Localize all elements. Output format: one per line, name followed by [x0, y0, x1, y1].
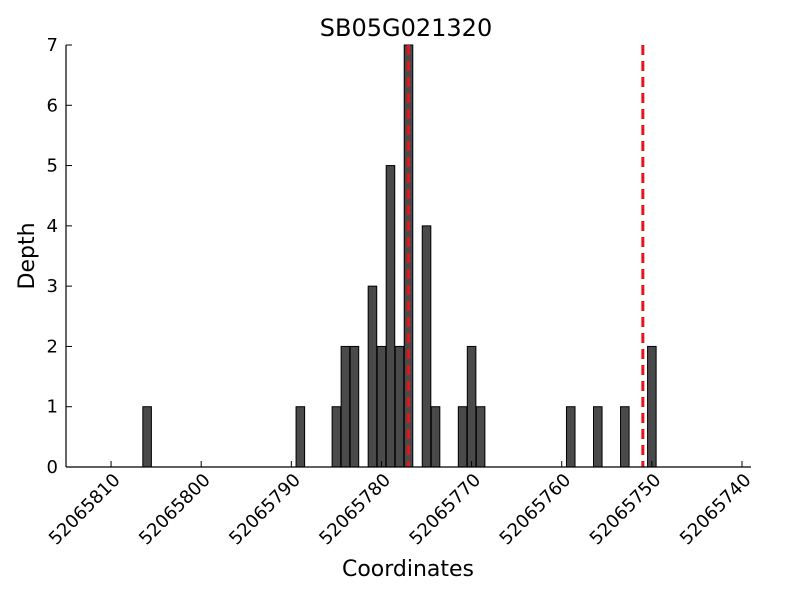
bar	[647, 345, 657, 468]
bar	[385, 165, 396, 468]
bar	[620, 406, 630, 468]
bar	[340, 345, 351, 468]
x-tick-label: 52065760	[496, 470, 576, 550]
x-axis-title: Coordinates	[342, 557, 474, 582]
x-tick-label: 52065780	[315, 470, 395, 550]
y-tick-label: 1	[47, 397, 58, 418]
bar	[565, 406, 576, 468]
y-tick-label: 3	[47, 276, 58, 297]
y-tick-label: 0	[47, 457, 58, 478]
bar	[394, 345, 405, 468]
bar	[421, 225, 432, 468]
bar	[475, 406, 486, 468]
bar	[593, 406, 603, 468]
y-tick-label: 4	[47, 216, 58, 237]
bar	[331, 406, 342, 468]
bar	[457, 406, 468, 468]
x-tick-label: 52065770	[405, 470, 485, 550]
x-tick-label: 52065800	[135, 470, 215, 550]
bar	[376, 345, 387, 468]
x-tick-label: 52065790	[225, 470, 305, 550]
bar	[466, 345, 477, 468]
y-tick-label: 7	[47, 35, 58, 56]
x-tick-label: 52065810	[45, 470, 125, 550]
y-tick-label: 5	[47, 156, 58, 177]
y-tick-label: 6	[47, 95, 58, 116]
bars-layer	[142, 44, 657, 468]
y-tick-label: 2	[47, 336, 58, 357]
bar	[367, 285, 378, 468]
reference-lines-layer	[407, 45, 645, 467]
x-tick-label: 52065750	[586, 470, 666, 550]
bar	[295, 406, 306, 468]
y-axis-title: Depth	[15, 222, 40, 289]
ticks-layer: 0 1 2 3 4 5 6 7 52065810 52065800 52065790 52065780…	[45, 35, 756, 549]
axes-layer	[65, 45, 751, 468]
bar	[349, 345, 360, 468]
chart-title: SB05G021320	[320, 14, 492, 42]
x-tick-label: 52065740	[676, 470, 756, 550]
bar	[430, 406, 441, 468]
bar	[142, 406, 152, 468]
